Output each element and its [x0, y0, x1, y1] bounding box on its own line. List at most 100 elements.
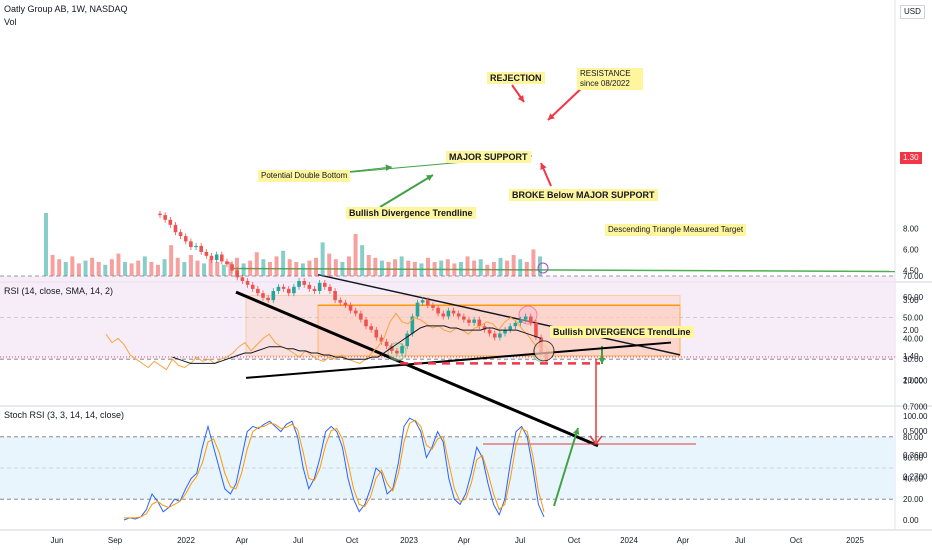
candle-body [487, 329, 492, 334]
volume-bar [76, 263, 81, 276]
candle-body [281, 286, 286, 289]
stoch-up-arrow-head [572, 428, 580, 435]
candle-body [348, 305, 353, 311]
candle-body [189, 241, 193, 248]
x-tick-label: 2025 [846, 536, 864, 545]
volume-bar [300, 263, 305, 276]
price-tick-label: 8.00 [903, 224, 919, 233]
candle-body [508, 326, 512, 330]
volume-bar [261, 259, 266, 276]
candle-body [338, 300, 343, 303]
descending-resistance-trendline [317, 273, 681, 356]
candle-body [286, 288, 291, 294]
candle-body [472, 319, 476, 323]
rejection-arrow-head [517, 95, 524, 102]
volume-bar [498, 257, 503, 276]
volume-bar [426, 257, 431, 276]
volume-bar [287, 259, 292, 276]
volume-bar [445, 259, 450, 276]
candle-body [395, 350, 399, 354]
candle-body [410, 316, 415, 334]
price-tick-label: 1.40 [903, 352, 919, 361]
price-tick-label: 1.0000 [903, 377, 928, 386]
volume-bar [63, 262, 68, 276]
currency-button[interactable]: USD [900, 5, 925, 19]
volume-bar [221, 264, 226, 276]
volume-bar [360, 245, 365, 276]
rsi-tick-label: 30.00 [903, 355, 924, 364]
volume-bar [195, 260, 200, 276]
volume-bar [162, 259, 167, 276]
x-tick-label: Apr [458, 536, 471, 545]
stoch-d-line [124, 419, 545, 519]
volume-bar [386, 262, 391, 276]
candle-body [256, 288, 260, 294]
candle-body [462, 316, 466, 320]
candle-body [261, 293, 265, 298]
price-tick-label: 3.00 [903, 296, 919, 305]
volume-bar [57, 259, 62, 276]
symbol-title: Oatly Group AB, 1W, NASDAQ [4, 4, 128, 14]
volume-bar [439, 260, 444, 276]
candle-body [364, 319, 368, 327]
volume-bar [129, 263, 134, 276]
x-tick-label: 2023 [400, 536, 418, 545]
divergence-arrow-head [426, 175, 433, 182]
x-tick-label: Jul [735, 536, 745, 545]
candle-body [312, 288, 317, 291]
candle-body [492, 333, 497, 338]
volume-bar [399, 256, 404, 276]
volume-bar [70, 256, 75, 276]
stoch-up-arrow [553, 427, 579, 507]
stoch-tick-label: 40.00 [903, 474, 924, 483]
rejection-label: REJECTION [487, 72, 545, 84]
candle-body [529, 316, 533, 323]
x-tick-label: Oct [790, 536, 803, 545]
volume-bar [327, 253, 332, 276]
x-tick-label: Oct [346, 536, 359, 545]
double-bottom-label: Potential Double Bottom [258, 170, 351, 182]
x-tick-label: Jun [51, 536, 64, 545]
volume-bar [353, 234, 358, 276]
volume-bar [254, 252, 259, 276]
volume-bar [491, 262, 496, 276]
price-tick-label: 2.00 [903, 326, 919, 335]
candle-body [183, 236, 188, 242]
candle-body [405, 333, 409, 347]
stoch-label[interactable]: Stoch RSI (3, 3, 14, 14, close) [4, 410, 125, 420]
major-support-label: MAJOR SUPPORT [446, 151, 531, 163]
volume-bar [432, 262, 437, 276]
triangle-target-label: Descending Triangle Measured Target [605, 224, 747, 236]
candle-body [333, 290, 337, 301]
candle-body [389, 346, 394, 351]
volume-bar [531, 249, 536, 276]
volume-bar [412, 262, 417, 276]
candle-body [456, 313, 461, 317]
volume-bar [307, 260, 312, 276]
lower-wedge-trendline [235, 290, 599, 448]
stoch-tick-label: 60.00 [903, 454, 924, 463]
volume-bar [518, 259, 523, 276]
volume-bar [472, 260, 477, 276]
candle-body [173, 224, 178, 233]
volume-bar [116, 253, 121, 276]
price-tick-label: 0.5000 [903, 427, 928, 436]
divergence-trendline-label: Bullish Divergence Trendline [346, 207, 476, 219]
x-tick-label: 2022 [177, 536, 195, 545]
rsi-label[interactable]: RSI (14, close, SMA, 14, 2) [4, 286, 114, 296]
volume-bar [393, 259, 398, 276]
stoch-k-line [123, 417, 545, 521]
candle-body [158, 213, 162, 216]
volume-bar [373, 257, 378, 276]
price-tick-label: 6.00 [903, 245, 919, 254]
volume-label: Vol [4, 17, 17, 27]
price-tick-label: 0.2700 [903, 472, 928, 481]
volume-bar [452, 263, 457, 276]
resistance-arrow-head [548, 113, 555, 120]
volume-bar [538, 256, 542, 276]
rsi-tick-label: 20.00 [903, 376, 924, 385]
volume-bar [136, 260, 141, 276]
stoch-tick-label: 0.00 [903, 516, 919, 525]
